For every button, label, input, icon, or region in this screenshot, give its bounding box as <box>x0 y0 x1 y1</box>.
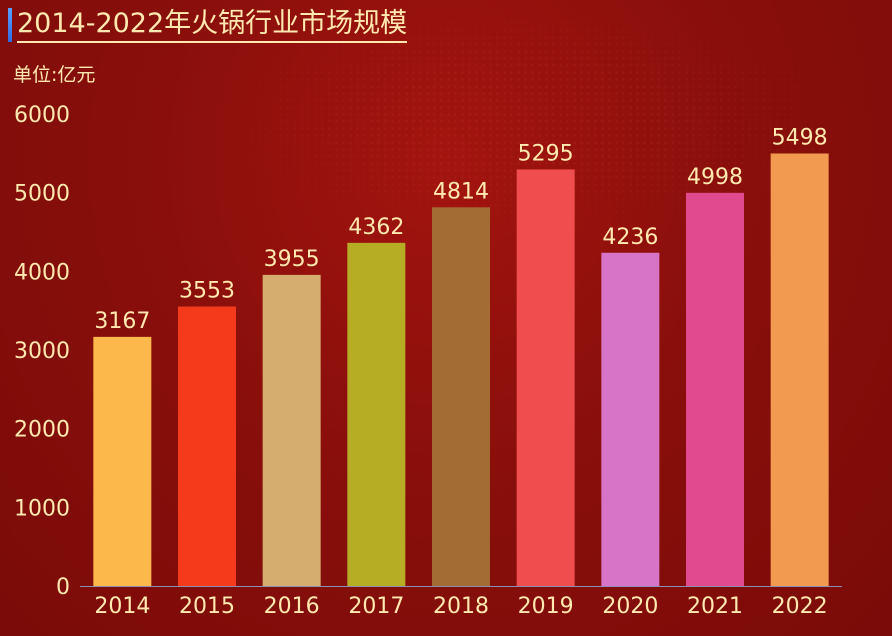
bar-2018 <box>432 207 490 587</box>
data-label-2016: 3955 <box>264 247 320 272</box>
y-tick-label: 0 <box>56 575 70 600</box>
x-axis: 2014 2015 2016 2017 2018 2019 2020 2021 2022 <box>94 594 827 619</box>
x-tick-label: 2019 <box>518 594 574 619</box>
y-tick-label: 1000 <box>14 496 70 521</box>
y-tick-label: 2000 <box>14 418 70 443</box>
bar-2019 <box>516 169 575 586</box>
bar-series <box>93 153 829 587</box>
data-label-2021: 4998 <box>687 165 743 190</box>
data-labels: 3167 3553 3955 4362 4814 5295 4236 4998 5498 <box>94 125 827 333</box>
x-tick-label: 2018 <box>433 594 489 619</box>
title-accent-bar <box>8 8 12 42</box>
data-label-2020: 4236 <box>602 225 658 250</box>
chart-title: 2014-2022年火锅行业市场规模 <box>17 7 408 43</box>
y-tick-label: 4000 <box>14 260 70 285</box>
bar-2020 <box>601 252 660 586</box>
x-tick-label: 2022 <box>772 594 828 619</box>
data-label-2019: 5295 <box>518 141 574 166</box>
data-label-2014: 3167 <box>94 309 150 334</box>
x-tick-label: 2016 <box>264 594 320 619</box>
y-tick-label: 3000 <box>14 339 70 364</box>
data-label-2015: 3553 <box>179 278 235 303</box>
y-axis: 0 1000 2000 3000 4000 5000 6000 <box>14 103 70 600</box>
data-label-2017: 4362 <box>348 215 404 240</box>
bar-2022 <box>770 153 829 586</box>
x-tick-label: 2017 <box>348 594 404 619</box>
bar-2015 <box>178 306 236 586</box>
y-tick-label: 5000 <box>14 182 70 207</box>
bar-2014 <box>93 336 152 586</box>
y-tick-label: 6000 <box>14 103 70 128</box>
bar-2021 <box>686 192 744 586</box>
x-tick-label: 2014 <box>94 594 150 619</box>
chart-header: 2014-2022年火锅行业市场规模 <box>8 7 408 43</box>
x-tick-label: 2021 <box>687 594 743 619</box>
x-tick-label: 2015 <box>179 594 235 619</box>
bar-2016 <box>262 274 321 586</box>
bar-2017 <box>347 242 406 586</box>
data-label-2022: 5498 <box>772 125 828 150</box>
unit-label: 单位:亿元 <box>13 64 96 86</box>
data-label-2018: 4814 <box>433 179 489 204</box>
x-tick-label: 2020 <box>602 594 658 619</box>
